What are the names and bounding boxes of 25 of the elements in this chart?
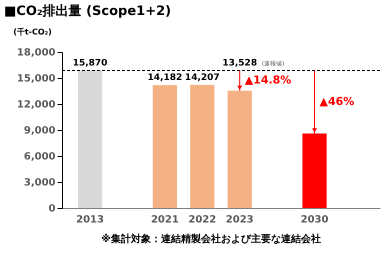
x-tick-label: 2022 xyxy=(188,214,216,226)
y-tick-label: 9,000 xyxy=(24,126,56,136)
annotation: ▲46% xyxy=(320,94,354,108)
x-tick-label: 2023 xyxy=(226,214,254,226)
data-label: 13,528 xyxy=(222,58,258,68)
y-tick-label: 3,000 xyxy=(24,178,56,188)
data-label: 15,870 xyxy=(72,58,108,68)
y-tick-label: 12,000 xyxy=(16,100,56,110)
data-label: 14,182 xyxy=(148,73,182,84)
chart-title: ■CO₂排出量 (Scope1+2) xyxy=(4,4,172,19)
bar xyxy=(78,70,102,208)
y-tick-label: 18,000 xyxy=(16,48,56,58)
text: ※集計対象：連結精製会社および主要な連結会社 xyxy=(101,233,321,245)
x-tick-label: 2013 xyxy=(76,214,104,226)
data-label: 14,207 xyxy=(184,72,220,83)
y-axis-title: (千t-CO₂) xyxy=(13,28,52,36)
y-tick-label: 15,000 xyxy=(16,74,56,84)
annotation: ▲14.8% xyxy=(244,74,292,87)
x-tick-label: 2030 xyxy=(300,214,328,226)
x-tick-label: 2021 xyxy=(150,214,179,226)
bar xyxy=(152,85,178,208)
y-tick-label: 0 xyxy=(48,204,56,214)
bar xyxy=(190,84,214,208)
y-tick-label: 6,000 xyxy=(24,152,56,162)
bar xyxy=(228,90,252,208)
